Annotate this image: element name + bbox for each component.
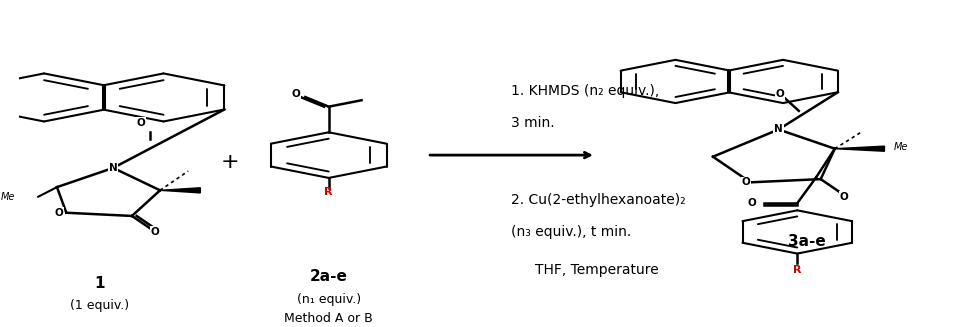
Text: O: O bbox=[776, 89, 785, 99]
Text: (n₁ equiv.): (n₁ equiv.) bbox=[297, 293, 361, 306]
Text: O: O bbox=[55, 208, 63, 218]
Text: O: O bbox=[840, 192, 849, 202]
Text: N: N bbox=[774, 125, 783, 134]
Text: 3a-e: 3a-e bbox=[787, 234, 826, 249]
Text: O: O bbox=[741, 177, 750, 187]
Text: O: O bbox=[291, 89, 300, 99]
Text: 1: 1 bbox=[94, 276, 104, 291]
Text: 2a-e: 2a-e bbox=[309, 269, 348, 284]
Text: 3 min.: 3 min. bbox=[512, 116, 555, 130]
Text: (n₃ equiv.), t min.: (n₃ equiv.), t min. bbox=[512, 225, 631, 239]
Text: R: R bbox=[793, 265, 802, 275]
Text: O: O bbox=[748, 198, 757, 208]
Text: (1 equiv.): (1 equiv.) bbox=[70, 299, 128, 312]
Text: O: O bbox=[136, 118, 145, 128]
Text: 2. Cu(2-ethylhexanoate)₂: 2. Cu(2-ethylhexanoate)₂ bbox=[512, 193, 686, 207]
Text: 1. KHMDS (n₂ equiv.),: 1. KHMDS (n₂ equiv.), bbox=[512, 84, 660, 98]
Text: THF, Temperature: THF, Temperature bbox=[535, 263, 659, 277]
Text: +: + bbox=[221, 151, 240, 171]
Text: N: N bbox=[109, 163, 118, 173]
Polygon shape bbox=[834, 146, 884, 151]
Text: R: R bbox=[325, 187, 333, 197]
Text: Me: Me bbox=[0, 192, 14, 202]
Text: Method A or B: Method A or B bbox=[285, 312, 373, 325]
Text: O: O bbox=[151, 227, 160, 237]
Text: Me: Me bbox=[894, 142, 908, 152]
Polygon shape bbox=[160, 188, 200, 193]
